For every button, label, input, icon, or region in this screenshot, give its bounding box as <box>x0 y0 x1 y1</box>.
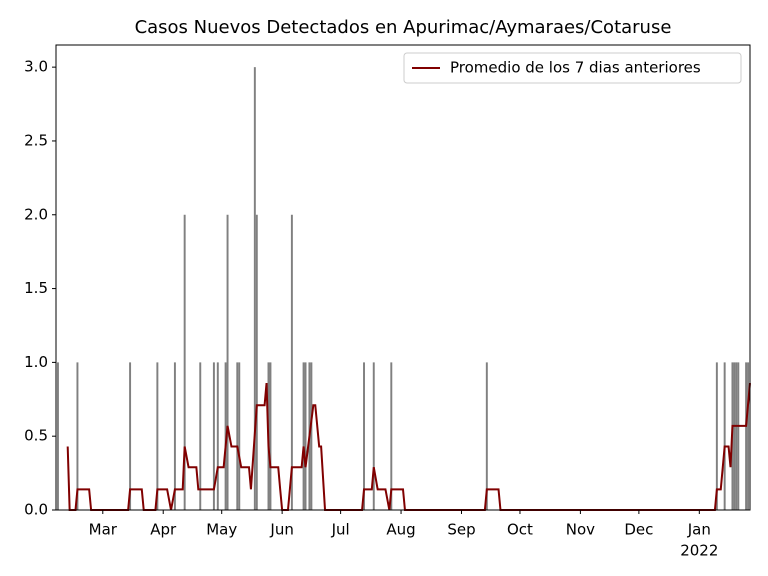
x-tick-label: Apr <box>150 521 177 539</box>
bar <box>129 362 132 510</box>
bar <box>737 362 740 510</box>
bar <box>735 362 738 510</box>
plot-frame <box>55 44 751 511</box>
x-tick-label: Mar <box>89 521 118 539</box>
x-tick-label: May <box>206 521 237 539</box>
x-tick-label: Oct <box>507 521 533 539</box>
x-tick-label: Jul <box>331 521 350 539</box>
x-year-label: 2022 <box>680 542 718 560</box>
bar <box>156 362 159 510</box>
bar <box>723 362 726 510</box>
chart-title: Casos Nuevos Detectados en Apurimac/Ayma… <box>135 17 672 38</box>
bar <box>238 362 241 510</box>
legend-box <box>403 52 742 84</box>
bar <box>76 362 79 510</box>
bar <box>290 214 293 510</box>
legend-label: Promedio de los 7 dias anteriores <box>450 59 701 77</box>
bar <box>216 362 219 510</box>
bar <box>747 362 750 510</box>
x-tick-label: Dec <box>624 521 653 539</box>
bar <box>485 362 488 510</box>
bar <box>302 362 305 510</box>
y-tick-label: 2.0 <box>24 205 48 223</box>
bar <box>390 362 393 510</box>
bar <box>304 362 307 510</box>
line <box>66 382 751 511</box>
bar <box>253 67 256 511</box>
y-tick-label: 1.5 <box>24 279 48 297</box>
bar <box>236 362 239 510</box>
y-tick-label: 2.5 <box>24 131 48 149</box>
bar <box>715 362 718 510</box>
bar <box>226 214 229 510</box>
y-tick-label: 0.5 <box>24 427 48 445</box>
bar <box>733 362 736 510</box>
y-tick-label: 0.0 <box>24 501 48 519</box>
x-tick-label: Jun <box>269 521 293 539</box>
bar <box>745 362 748 510</box>
y-tick-label: 3.0 <box>24 58 48 76</box>
x-tick-label: Nov <box>566 521 595 539</box>
bar <box>199 362 202 510</box>
x-tick-label: Sep <box>447 521 475 539</box>
bar <box>56 362 59 510</box>
bar <box>363 362 365 510</box>
bar <box>173 362 176 510</box>
bar <box>372 362 375 510</box>
bar <box>212 362 215 510</box>
bar <box>183 214 186 510</box>
x-tick-label: Jan <box>687 521 711 539</box>
bar <box>269 362 272 510</box>
y-tick-label: 1.0 <box>24 353 48 371</box>
x-tick-label: Aug <box>386 521 415 539</box>
bar <box>255 214 258 510</box>
bar <box>310 362 313 510</box>
